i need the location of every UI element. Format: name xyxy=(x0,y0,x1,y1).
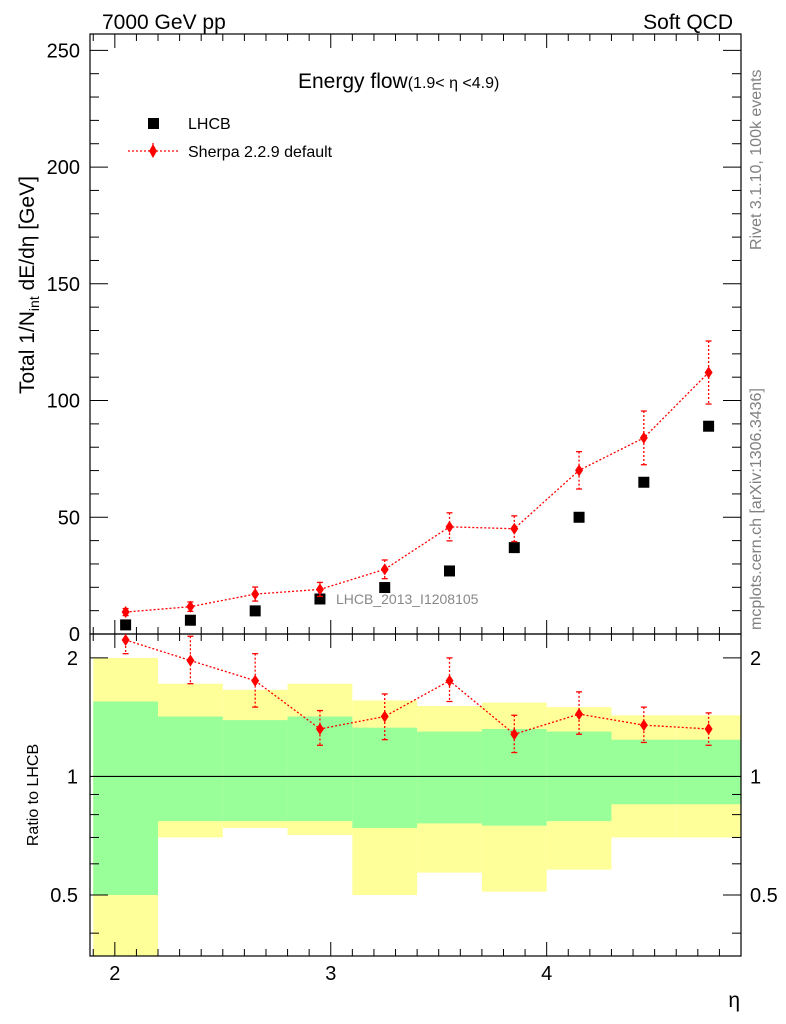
ratio-point xyxy=(315,722,324,735)
ratio-line xyxy=(125,639,709,735)
sherpa-point xyxy=(251,588,260,601)
main-y-tick-label: 0 xyxy=(69,624,80,646)
ratio-band-inner xyxy=(158,716,223,822)
lhcb-point xyxy=(703,420,715,432)
sherpa-point xyxy=(445,520,454,533)
ratio-y-tick-label-right: 2 xyxy=(750,648,761,670)
ratio-point xyxy=(186,654,195,667)
mcplots-label: mcplots.cern.ch [arXiv:1306.3436] xyxy=(748,388,765,630)
ratio-point xyxy=(251,674,260,687)
ratio-point xyxy=(704,722,713,735)
rivet-label: Rivet 3.1.10, 100k events xyxy=(748,69,765,250)
header-right: Soft QCD xyxy=(643,11,733,34)
ratio-frame xyxy=(89,633,742,957)
sherpa-point xyxy=(380,563,389,576)
sherpa-point xyxy=(639,431,648,444)
analysis-tag: LHCB_2013_I1208105 xyxy=(336,591,479,607)
x-tick-label: 4 xyxy=(541,963,552,985)
sherpa-point xyxy=(575,464,584,477)
sherpa-point xyxy=(121,606,130,619)
sherpa-point xyxy=(704,366,713,379)
legend-label-sherpa: Sherpa 2.2.9 default xyxy=(188,144,333,161)
sherpa-point xyxy=(510,522,519,535)
ratio-point xyxy=(575,708,584,721)
lhcb-point xyxy=(638,476,650,488)
legend-marker-sherpa xyxy=(149,144,157,158)
sherpa-point xyxy=(315,583,324,596)
ratio-y-tick-label-right: 0.5 xyxy=(750,885,778,907)
ratio-band-inner xyxy=(93,701,159,895)
main-y-tick-label: 150 xyxy=(47,274,80,296)
ratio-plot: 2 3 4 0.5 0.5 1 1 2 2 xyxy=(50,633,778,985)
ratio-band-inner xyxy=(417,731,482,824)
main-title-text: Energy flow xyxy=(298,70,409,93)
ratio-band-inner xyxy=(676,739,741,805)
ratio-point xyxy=(510,728,519,741)
lhcb-point xyxy=(184,614,196,626)
sherpa-line xyxy=(125,372,710,613)
main-y-tick-label: 250 xyxy=(47,40,80,62)
ratio-point xyxy=(445,674,454,687)
lhcb-point xyxy=(379,582,391,594)
lhcb-point xyxy=(120,619,132,631)
legend: LHCB Sherpa 2.2.9 default xyxy=(128,116,333,161)
legend-label-lhcb: LHCB xyxy=(188,116,231,133)
main-y-tick-label: 100 xyxy=(47,391,80,413)
ratio-y-label: Ratio to LHCB xyxy=(25,744,42,846)
ratio-y-tick-label: 1 xyxy=(67,766,78,788)
ratio-band-inner xyxy=(611,739,677,805)
ratio-band-inner xyxy=(352,727,418,828)
x-tick-label: 3 xyxy=(325,963,336,985)
lhcb-point xyxy=(444,565,456,577)
lhcb-point xyxy=(249,605,261,617)
ratio-y-tick-label: 0.5 xyxy=(50,885,78,907)
main-title: Energy flow(1.9< η <4.9) xyxy=(298,70,499,93)
ratio-band-inner xyxy=(222,720,288,822)
header-left: 7000 GeV pp xyxy=(102,11,226,34)
ratio-y-tick-label-right: 1 xyxy=(750,766,761,788)
lhcb-point xyxy=(314,593,326,605)
main-y-tick-label: 50 xyxy=(58,507,80,529)
lhcb-point xyxy=(573,511,585,523)
y-axis-label: Total 1/Nint dE/dη [GeV] xyxy=(16,176,42,394)
legend-marker-lhcb xyxy=(148,118,159,129)
x-tick-label: 2 xyxy=(109,963,120,985)
main-plot: 0 50 100 150 200 250 xyxy=(47,33,742,646)
ratio-point xyxy=(639,719,648,732)
lhcb-point xyxy=(508,542,520,554)
main-y-tick-label: 200 xyxy=(47,157,80,179)
ratio-point xyxy=(380,710,389,723)
main-title-sub: (1.9< η <4.9) xyxy=(408,75,500,92)
sherpa-point xyxy=(186,600,195,613)
ratio-y-tick-label: 2 xyxy=(67,648,78,670)
ratio-point xyxy=(121,634,130,646)
x-axis-label: η xyxy=(728,989,740,1012)
